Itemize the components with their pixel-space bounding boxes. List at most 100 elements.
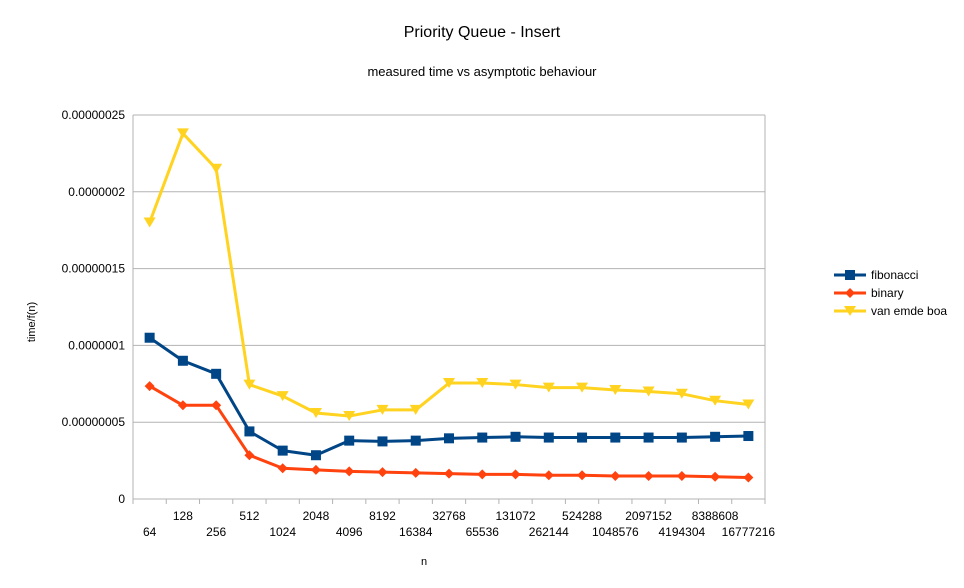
x-tick-label: 512 [239, 509, 259, 523]
data-point [343, 411, 356, 422]
x-tick-label: 1048576 [592, 525, 639, 539]
y-tick-label: 0 [118, 492, 125, 506]
data-point [310, 450, 321, 461]
series-line [148, 384, 749, 479]
data-point [176, 128, 189, 139]
data-point [844, 306, 856, 316]
data-point [177, 355, 188, 366]
y-tick-label: 0.0000002 [68, 185, 125, 199]
data-point [577, 470, 588, 481]
y-tick-label: 0.00000025 [62, 108, 126, 122]
legend-label: fibonacci [871, 268, 918, 282]
data-point [210, 163, 223, 174]
legend-label: binary [871, 286, 904, 300]
data-point [409, 404, 422, 415]
data-point [277, 463, 288, 474]
data-point [244, 450, 255, 461]
data-point [310, 464, 321, 475]
data-point [709, 395, 722, 406]
x-tick-label: 2048 [303, 509, 330, 523]
data-point [675, 388, 688, 399]
data-point [211, 368, 222, 379]
y-tick-labels: 0 0.00000005 0.0000001 0.00000015 0.0000002 0… [62, 108, 126, 506]
data-point [344, 466, 355, 477]
x-tick-label: 256 [206, 525, 226, 539]
data-point [845, 288, 855, 298]
data-point [211, 400, 222, 411]
data-point [543, 470, 554, 481]
data-point [743, 472, 754, 483]
data-point [542, 382, 555, 393]
data-point [276, 391, 289, 402]
data-point [577, 432, 588, 443]
data-point [743, 431, 754, 442]
data-point [742, 399, 755, 410]
x-tick-label: 524288 [562, 509, 602, 523]
data-point [444, 433, 454, 444]
data-point [377, 436, 388, 447]
data-point [410, 435, 421, 446]
series-line [148, 131, 749, 418]
data-point [477, 432, 488, 443]
series-van-emde-boa [143, 128, 755, 422]
x-tick-label: 1024 [269, 525, 296, 539]
data-point [609, 384, 622, 395]
data-point [643, 470, 654, 481]
data-point [243, 379, 256, 390]
data-point [410, 467, 421, 478]
y-tick-label: 0.00000005 [62, 415, 126, 429]
data-point [376, 404, 389, 415]
series-group [143, 128, 755, 483]
legend-item: fibonacci [834, 268, 918, 282]
x-tick-label: 262144 [529, 525, 569, 539]
data-point [710, 471, 721, 482]
data-point [845, 270, 855, 280]
x-tick-label: 65536 [466, 525, 500, 539]
x-tick-label: 4096 [336, 525, 363, 539]
grid [132, 114, 766, 504]
x-tick-label: 8192 [369, 509, 396, 523]
data-point [143, 217, 156, 228]
data-point [476, 378, 489, 389]
data-point [576, 382, 589, 393]
data-point [444, 468, 454, 479]
legend-item: van emde boa [834, 304, 947, 318]
x-axis-label: n [421, 556, 427, 568]
series-binary [144, 381, 754, 483]
data-point [676, 432, 687, 443]
x-tick-label: 4194304 [658, 525, 705, 539]
data-point [676, 470, 687, 481]
data-point [144, 332, 155, 343]
legend-label: van emde boa [871, 304, 947, 318]
chart-subtitle: measured time vs asymptotic behaviour [367, 64, 597, 79]
legend: fibonacci binary van emde boa [834, 268, 947, 318]
legend-item: binary [834, 286, 904, 300]
x-tick-label: 131072 [496, 509, 536, 523]
data-point [710, 431, 721, 442]
x-tick-label: 16777216 [722, 525, 776, 539]
data-point [643, 432, 654, 443]
data-point [177, 400, 188, 411]
x-tick-label: 32768 [432, 509, 466, 523]
data-point [610, 470, 621, 481]
y-axis-label: time/f(n) [26, 302, 38, 342]
data-point [344, 435, 355, 446]
data-point [509, 379, 522, 390]
data-point [642, 386, 655, 397]
x-tick-label: 16384 [399, 525, 433, 539]
data-point [543, 432, 554, 443]
data-point [277, 445, 288, 456]
data-point [510, 431, 521, 442]
data-point [377, 467, 388, 478]
data-point [244, 426, 255, 437]
data-point [610, 432, 621, 443]
data-point [477, 469, 488, 480]
data-point [309, 407, 322, 418]
x-tick-label: 128 [173, 509, 193, 523]
data-point [510, 469, 521, 480]
series-fibonacci [144, 332, 754, 461]
y-tick-label: 0.0000001 [68, 338, 125, 352]
chart-title: Priority Queue - Insert [404, 24, 561, 41]
